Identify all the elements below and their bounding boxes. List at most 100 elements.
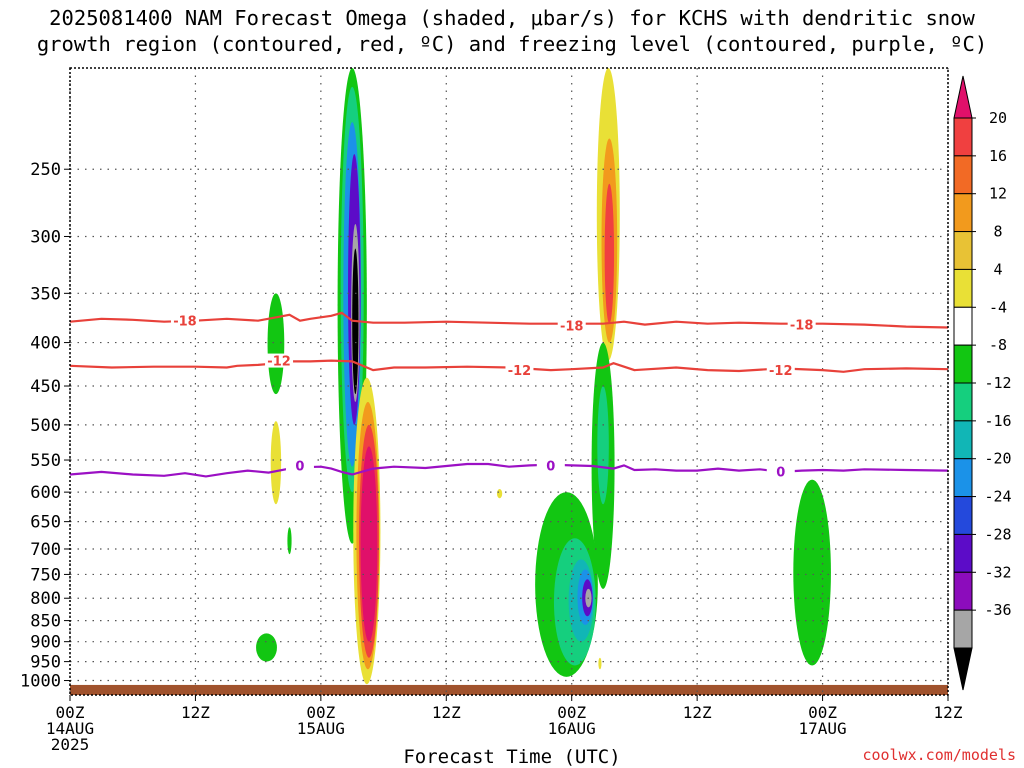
colorbar-swatch — [953, 533, 973, 573]
colorbar-label: 20 — [989, 109, 1007, 127]
omega-shade-h1 — [793, 479, 831, 666]
contour-label: 0 — [546, 459, 555, 474]
contour-label: -12 — [769, 364, 793, 379]
colorbar-swatch — [953, 306, 973, 346]
y-tick-label: 1000 — [20, 672, 61, 692]
y-tick-label: 500 — [30, 416, 61, 436]
colorbar: 20 16 12 8 4 -4 -8 -12 -16 -20 -24 -28 -32 -36 — [953, 75, 1012, 691]
x-tick-label: 00Z — [808, 703, 837, 722]
x-tick-year: 2025 — [51, 735, 90, 754]
x-tick-label: 12Z — [683, 703, 712, 722]
y-tick-label: 250 — [30, 160, 61, 180]
ground-strip — [70, 684, 948, 695]
y-tick-label: 600 — [30, 483, 61, 503]
colorbar-label: 12 — [989, 185, 1007, 203]
colorbar-label: 4 — [993, 260, 1002, 278]
contour-line — [69, 462, 949, 478]
y-tick-label: 550 — [30, 451, 61, 471]
contour-layer: -18 -18 -18 -12 -12 -12 0 0 0 — [69, 311, 949, 480]
x-tick-label: 00Z — [306, 703, 335, 722]
x-tick-date: 17AUG — [798, 719, 846, 738]
y-tick-label: 300 — [30, 227, 61, 247]
y-tick-label: 350 — [30, 284, 61, 304]
colorbar-swatch — [953, 231, 973, 270]
colorbar-bottom-arrow — [953, 647, 973, 691]
contour-label: -18 — [560, 320, 584, 335]
omega-shade-c4 — [360, 446, 378, 642]
contour-label: -12 — [267, 355, 291, 370]
x-tick-label: 00Z — [557, 703, 586, 722]
contour-label: -12 — [508, 364, 532, 379]
contour-label-bg — [766, 464, 795, 479]
chart-title-line2: growth region (contoured, red, ºC) and f… — [36, 32, 988, 56]
colorbar-label: -24 — [984, 488, 1011, 506]
contour-label-bg — [536, 458, 565, 473]
x-tick-label: 12Z — [432, 703, 461, 722]
x-tick-date: 16AUG — [548, 719, 596, 738]
contour-label: -18 — [790, 319, 814, 334]
omega-shade-h2 — [598, 657, 602, 670]
colorbar-swatch — [953, 382, 973, 422]
y-tick-label: 800 — [30, 589, 61, 609]
contour-label-bg — [505, 363, 534, 378]
colorbar-swatch — [953, 193, 973, 233]
colorbar-label: -4 — [989, 298, 1007, 316]
colorbar-label: -32 — [984, 563, 1011, 581]
x-tick-label: 12Z — [934, 703, 963, 722]
contour-label: 0 — [776, 465, 785, 480]
colorbar-swatch — [953, 117, 973, 157]
y-tick-label: 850 — [30, 612, 61, 632]
omega-shade-a2 — [270, 421, 282, 505]
chart-title-line1: 2025081400 NAM Forecast Omega (shaded, μ… — [49, 6, 975, 30]
omega-shade-e1 — [496, 489, 503, 499]
x-tick-date: 14AUG — [46, 719, 94, 738]
colorbar-swatch — [953, 420, 973, 460]
colorbar-label: -8 — [989, 336, 1007, 354]
x-tick-label: 12Z — [181, 703, 210, 722]
y-tick-label: 450 — [30, 377, 61, 397]
contour-line — [69, 311, 949, 329]
colorbar-label: -20 — [984, 450, 1011, 468]
contour-label-bg — [766, 363, 795, 378]
x-tick-label: 00Z — [56, 703, 85, 722]
colorbar-swatch — [953, 571, 973, 611]
colorbar-label: -28 — [984, 525, 1011, 543]
colorbar-swatch — [953, 496, 973, 535]
colorbar-label: 16 — [989, 147, 1007, 165]
colorbar-swatch — [953, 609, 973, 649]
y-tick-label: 750 — [30, 565, 61, 585]
contour-label-bg — [787, 317, 816, 332]
contour-label-bg — [170, 313, 199, 328]
y-tick-label: 700 — [30, 540, 61, 560]
colorbar-label: 8 — [993, 223, 1002, 241]
colorbar-swatch — [953, 458, 973, 498]
colorbar-label: -16 — [984, 412, 1011, 430]
site-credit[interactable]: coolwx.com/models — [862, 746, 1016, 764]
omega-shading-layer — [70, 67, 948, 695]
plot-frame — [69, 67, 949, 696]
axis-layer: 2503003504004505005506006507007508008509… — [20, 67, 963, 754]
contour-label-bg — [557, 318, 586, 333]
contour-label: 0 — [295, 459, 304, 474]
y-tick-label: 650 — [30, 513, 61, 533]
colorbar-label: -12 — [984, 374, 1011, 392]
x-axis-title: Forecast Time (UTC) — [403, 746, 621, 768]
omega-shade-a1 — [267, 293, 285, 395]
colorbar-label: -36 — [984, 601, 1011, 619]
contour-label-bg — [265, 353, 294, 368]
omega-shade-d3 — [604, 183, 615, 324]
colorbar-swatch — [953, 268, 973, 308]
y-tick-label: 950 — [30, 653, 61, 673]
colorbar-top-arrow — [953, 75, 973, 119]
omega-shade-a3 — [287, 527, 292, 555]
omega-shade-f2 — [597, 386, 609, 505]
colorbar-swatch — [953, 155, 973, 195]
omega-shade-a4 — [256, 633, 277, 662]
contour-label-bg — [285, 458, 314, 473]
x-tick-date: 15AUG — [297, 719, 345, 738]
colorbar-swatch — [953, 344, 973, 384]
y-tick-label: 900 — [30, 633, 61, 653]
y-tick-label: 400 — [30, 334, 61, 354]
contour-label: -18 — [173, 315, 197, 330]
